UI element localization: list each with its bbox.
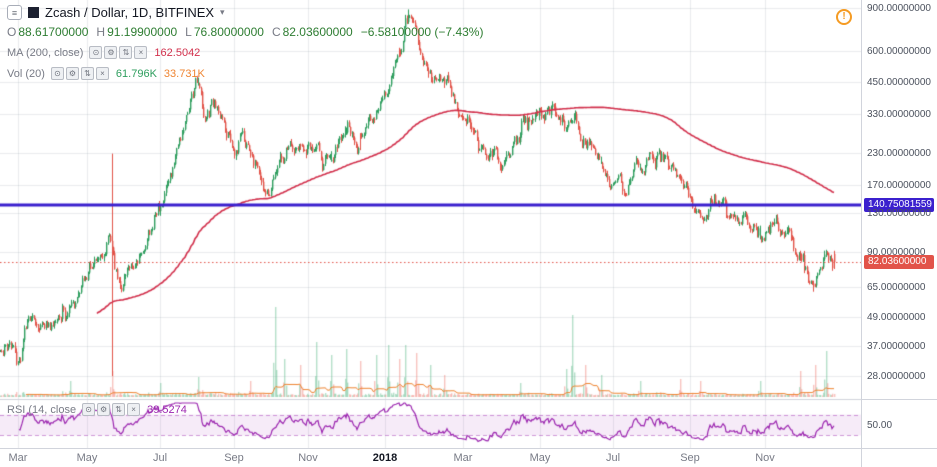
price-axis-label: 450.00000000 xyxy=(867,76,931,88)
price-axis-label: 170.00000000 xyxy=(867,179,931,191)
ohlc-low: L 76.80000000 xyxy=(185,25,264,39)
time-axis-label: Jul xyxy=(605,452,621,464)
reorder-icon[interactable]: ⇅ xyxy=(80,67,94,80)
rsi-value: 39.5274 xyxy=(147,403,187,416)
time-axis-label: Jul xyxy=(152,452,168,464)
level-price-label: 140.75081559 xyxy=(864,198,934,212)
gear-icon[interactable]: ⚙ xyxy=(65,67,79,80)
symbol-title[interactable]: Zcash / Dollar, 1D, BITFINEX xyxy=(45,5,215,20)
ma-legend-buttons: ⊙ ⚙ ⇅ × xyxy=(87,46,148,59)
close-icon[interactable]: × xyxy=(95,67,109,80)
price-axis-label: 330.00000000 xyxy=(867,109,931,121)
rsi-label: RSI (14, close xyxy=(7,403,77,416)
time-axis-label: May xyxy=(76,452,98,464)
ohlc-high: H 91.19900000 xyxy=(96,25,177,39)
time-axis-label: 2018 xyxy=(372,452,398,464)
high-label: H xyxy=(96,25,106,39)
volume-label: Vol (20) xyxy=(7,67,45,80)
close-value: 82.03600000 xyxy=(282,25,353,39)
time-axis-label: Sep xyxy=(224,452,244,464)
price-axis-label: 230.00000000 xyxy=(867,147,931,159)
reorder-icon[interactable]: ⇅ xyxy=(119,46,133,59)
gear-icon[interactable]: ⚙ xyxy=(104,46,118,59)
low-label: L xyxy=(185,25,192,39)
ohlc-open: O 88.61700000 xyxy=(7,25,88,39)
time-axis-label: Nov xyxy=(298,452,318,464)
symbol-legend[interactable]: ≡ Zcash / Dollar, 1D, BITFINEX ▾ xyxy=(7,5,225,20)
time-axis-label: Mar xyxy=(453,452,473,464)
low-value: 76.80000000 xyxy=(193,25,264,39)
price-chart-canvas[interactable] xyxy=(0,0,862,448)
menu-icon[interactable]: ≡ xyxy=(7,5,22,20)
rsi-axis-label: 50.00 xyxy=(867,420,893,431)
price-axis[interactable]: 140.75081559 82.03600000 50.00 900.00000… xyxy=(861,0,937,448)
ohlc-row: O 88.61700000 H 91.19900000 L 76.80000000 C… xyxy=(7,25,483,39)
pane-separator xyxy=(862,399,937,400)
close-icon[interactable]: × xyxy=(134,46,148,59)
open-value: 88.61700000 xyxy=(18,25,89,39)
price-axis-label: 65.00000000 xyxy=(867,281,926,293)
eye-icon[interactable]: ⊙ xyxy=(89,46,103,59)
close-label: C xyxy=(271,25,281,39)
price-axis-label: 37.00000000 xyxy=(867,341,926,353)
ma-legend[interactable]: MA (200, close) ⊙ ⚙ ⇅ × 162.5042 xyxy=(7,46,200,59)
price-axis-label: 600.00000000 xyxy=(867,45,931,57)
price-axis-label: 49.00000000 xyxy=(867,311,926,323)
eye-icon[interactable]: ⊙ xyxy=(82,403,96,416)
chevron-down-icon[interactable]: ▾ xyxy=(220,7,225,17)
ma-label: MA (200, close) xyxy=(7,46,84,59)
symbol-logo-icon xyxy=(28,7,39,18)
reorder-icon[interactable]: ⇅ xyxy=(112,403,126,416)
volume-legend-buttons: ⊙ ⚙ ⇅ × xyxy=(49,67,109,80)
rsi-legend[interactable]: RSI (14, close ⊙ ⚙ ⇅ × 39.5274 xyxy=(7,403,187,416)
price-axis-label: 28.00000000 xyxy=(867,371,926,382)
volume-value: 61.796K xyxy=(115,67,157,80)
close-icon[interactable]: × xyxy=(127,403,141,416)
high-value: 91.19900000 xyxy=(107,25,178,39)
time-axis-label: Nov xyxy=(755,452,775,464)
ma-value: 162.5042 xyxy=(154,46,201,59)
time-axis[interactable]: Mar May Jul Sep Nov 2018 Mar May Jul Sep Nov xyxy=(0,448,862,467)
price-axis-label: 130.00000000 xyxy=(867,208,931,220)
gear-icon[interactable]: ⚙ xyxy=(97,403,111,416)
volume-legend[interactable]: Vol (20) ⊙ ⚙ ⇅ × 61.796K 33.731K xyxy=(7,67,205,80)
open-label: O xyxy=(7,25,17,39)
ohlc-close: C 82.03600000 xyxy=(272,25,353,39)
rsi-legend-buttons: ⊙ ⚙ ⇅ × xyxy=(80,403,141,416)
volume-ma-value: 33.731K xyxy=(163,67,205,80)
axis-corner xyxy=(861,448,937,467)
price-axis-label: 90.00000000 xyxy=(867,247,926,259)
eye-icon[interactable]: ⊙ xyxy=(50,67,64,80)
price-axis-label: 900.00000000 xyxy=(867,3,931,14)
time-axis-label: Sep xyxy=(680,452,700,464)
change-value: −6.58100000 (−7.43%) xyxy=(360,25,484,39)
alert-info-icon[interactable]: ! xyxy=(836,9,852,25)
time-axis-label: May xyxy=(529,452,551,464)
last-price-label: 82.03600000 xyxy=(864,255,934,269)
time-axis-label: Mar xyxy=(8,452,28,464)
